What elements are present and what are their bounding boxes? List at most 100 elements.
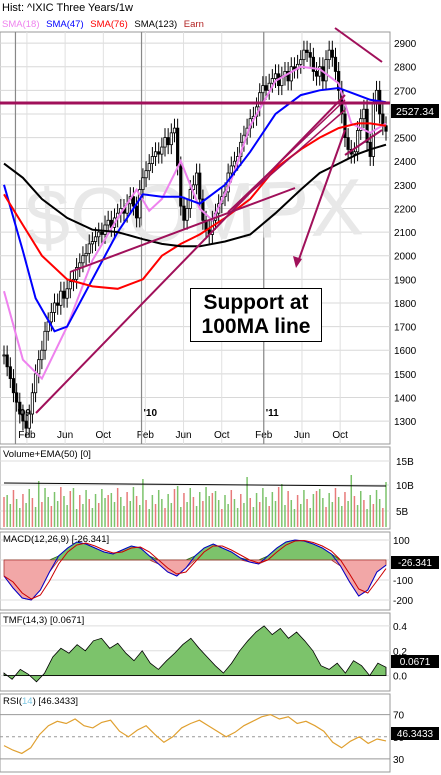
price-bar [333, 56, 338, 72]
legend-sma76: SMA(76) [90, 19, 128, 30]
price-bar [337, 71, 341, 91]
annotation-line-2: 100MA line [201, 315, 311, 338]
current-price-label: 2527.34 [396, 106, 434, 118]
price-bar [65, 288, 69, 299]
price-bar [122, 208, 126, 214]
price-bar [179, 165, 183, 207]
tmf-label: TMF(14,3) [0.0671] [3, 615, 84, 626]
price-bar [147, 163, 151, 172]
price-y-tick: 1500 [394, 370, 417, 381]
price-bar [128, 196, 132, 205]
rsi-label-period: 14 [22, 696, 33, 707]
price-bar [384, 125, 388, 132]
price-bar [18, 401, 22, 415]
price-bar [292, 66, 297, 70]
price-bar [210, 219, 214, 235]
price-bar [226, 172, 230, 193]
price-bar [46, 321, 50, 332]
price-bar [270, 78, 274, 84]
legend-earn: Earn [183, 19, 204, 30]
price-bar [106, 219, 110, 226]
price-bar [87, 243, 91, 254]
price-bar [283, 71, 287, 77]
price-bar [163, 137, 167, 148]
volume-label: Volume+EMA(50) [0] [3, 449, 91, 460]
price-bar [355, 130, 360, 153]
price-x-tick: Jun [294, 430, 310, 441]
price-y-tick: 1900 [394, 275, 417, 286]
price-bar [321, 66, 325, 82]
support-annotation: Support at 100MA line [190, 288, 322, 342]
price-bar [217, 203, 221, 214]
rsi-current-label: 46.3433 [397, 729, 434, 740]
price-bar [90, 241, 94, 245]
price-bar [134, 205, 139, 219]
price-bar [131, 196, 136, 207]
price-bar [327, 49, 331, 61]
price-bar [78, 262, 82, 268]
price-y-tick: 1700 [394, 323, 417, 334]
price-bar [220, 196, 224, 205]
price-bar [267, 82, 271, 91]
price-bar [112, 217, 117, 228]
price-bar [97, 231, 101, 238]
price-bar [27, 413, 31, 429]
price-bar [52, 302, 57, 313]
price-y-tick: 2200 [394, 204, 417, 215]
price-bar [21, 413, 25, 422]
price-bar [374, 89, 379, 103]
price-bar [49, 312, 53, 323]
price-bar [245, 127, 249, 136]
legend: SMA(18) SMA(47) SMA(76) SMA(123) Earn [2, 19, 208, 30]
price-bar [116, 212, 120, 219]
annotation-line-1: Support at [203, 291, 309, 314]
price-bar [125, 203, 129, 214]
price-bar [371, 101, 375, 157]
price-bar [273, 73, 278, 79]
price-bar [141, 177, 145, 190]
price-bar [24, 420, 28, 429]
triangle-top-line [334, 27, 383, 63]
fan-line-2 [227, 99, 346, 213]
price-bar [62, 290, 66, 299]
tmf-label-value: [0.0671] [49, 615, 85, 626]
price-bar [254, 106, 259, 117]
price-x-tick: Feb [137, 430, 155, 441]
tmf-current-badge [391, 655, 439, 668]
price-bar [264, 85, 268, 91]
price-y-tick: 2400 [394, 157, 417, 168]
price-bar [75, 267, 79, 280]
price-bar [160, 146, 164, 155]
price-y-tick: 2600 [394, 110, 417, 121]
price-x-tick: Jun [175, 430, 191, 441]
price-bar [286, 71, 290, 82]
rsi-current-badge [391, 727, 439, 740]
price-x-tick: Oct [214, 430, 230, 441]
price-x-tick: Jun [57, 430, 73, 441]
price-bar [280, 75, 284, 87]
rsi-y-tick: 30 [393, 755, 405, 766]
macd-negative-area [3, 559, 387, 601]
price-bar [368, 141, 372, 157]
price-bar [81, 255, 85, 264]
price-y-tick: 2700 [394, 86, 417, 97]
price-y-tick: 2900 [394, 39, 417, 50]
rsi-y-tick: 50 [393, 733, 405, 744]
rsi-label-value: [46.3433] [38, 696, 79, 707]
chart-title: Hist: ^IXIC Three Years/1w [2, 2, 133, 14]
target-arrow-head [293, 256, 302, 268]
rsi-y-tick: 70 [393, 711, 405, 722]
price-bar [223, 191, 227, 198]
price-bar [100, 231, 104, 235]
legend-sma123: SMA(123) [134, 19, 178, 30]
price-bar [109, 219, 113, 228]
price-x-tick: Oct [332, 430, 348, 441]
macd-y-tick: -200 [393, 596, 413, 607]
rsi-label-name: RSI( [3, 696, 22, 707]
ma-line-sma76 [3, 122, 387, 290]
price-y-tick: 2000 [394, 252, 417, 263]
triangle-bottom-line [344, 129, 383, 156]
rsi-label-close: ) [32, 696, 36, 707]
price-bar [2, 354, 6, 357]
tmf-y-tick: 0.2 [393, 647, 407, 658]
